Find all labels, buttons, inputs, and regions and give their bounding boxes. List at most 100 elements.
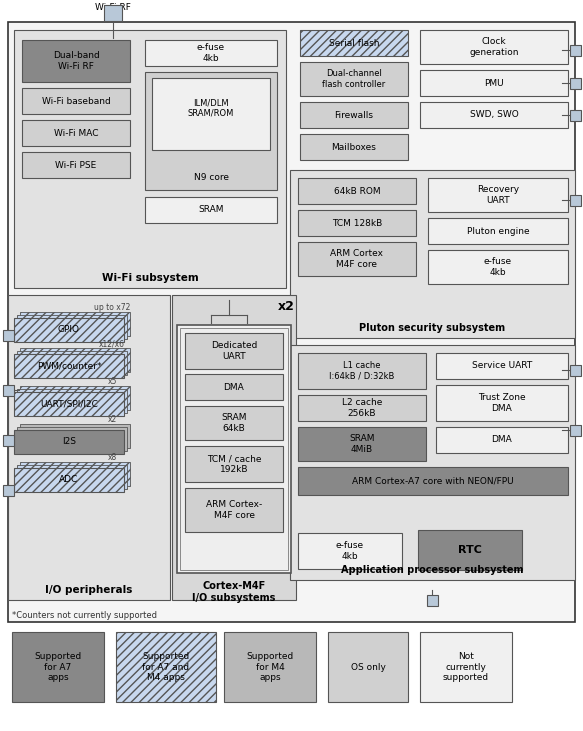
Bar <box>8 295 170 600</box>
Bar <box>20 348 130 372</box>
Text: OS only: OS only <box>350 662 385 672</box>
Text: Pluton security subsystem: Pluton security subsystem <box>360 323 505 333</box>
Text: Recovery
UART: Recovery UART <box>477 185 519 205</box>
Bar <box>298 178 416 204</box>
Bar <box>570 195 581 206</box>
Text: ARM Cortex
M4F core: ARM Cortex M4F core <box>331 249 384 269</box>
Text: *Counters not currently supported: *Counters not currently supported <box>12 612 157 621</box>
Bar <box>3 385 14 396</box>
Text: UART/SPI/I2C: UART/SPI/I2C <box>40 400 98 409</box>
Text: Dedicated
UART: Dedicated UART <box>211 341 257 360</box>
Bar <box>14 30 286 288</box>
Text: Wi-Fi RF: Wi-Fi RF <box>95 3 131 12</box>
Text: Supported
for A7 and
M4 apps: Supported for A7 and M4 apps <box>142 652 189 682</box>
Bar <box>436 385 568 421</box>
Bar <box>185 488 283 532</box>
Text: Service UART: Service UART <box>472 362 532 371</box>
Text: PMU: PMU <box>484 78 504 88</box>
Bar <box>420 102 568 128</box>
Bar <box>185 333 283 369</box>
Text: Clock
generation: Clock generation <box>469 37 519 57</box>
Bar <box>300 62 408 96</box>
Text: SRAM: SRAM <box>198 205 224 214</box>
Bar <box>14 468 124 492</box>
Bar <box>3 330 14 341</box>
Bar <box>298 210 416 236</box>
Text: TCM 128kB: TCM 128kB <box>332 219 382 227</box>
Text: x5: x5 <box>107 377 117 387</box>
Bar <box>298 353 426 389</box>
Bar <box>185 406 283 440</box>
Bar <box>14 354 124 378</box>
Text: SRAM
64kB: SRAM 64kB <box>222 413 247 433</box>
Bar <box>3 485 14 496</box>
Bar <box>300 102 408 128</box>
Bar <box>20 424 130 448</box>
Bar <box>420 30 568 64</box>
Text: x8: x8 <box>107 453 117 463</box>
Text: e-fuse
4kb: e-fuse 4kb <box>336 541 364 561</box>
Text: Not
currently
supported: Not currently supported <box>443 652 489 682</box>
Text: Pluton engine: Pluton engine <box>466 227 529 235</box>
Bar <box>420 70 568 96</box>
Text: SRAM
4MiB: SRAM 4MiB <box>349 434 375 454</box>
Bar <box>300 30 408 56</box>
Text: Firewalls: Firewalls <box>335 110 374 119</box>
Bar <box>22 120 130 146</box>
Bar <box>298 395 426 421</box>
Bar <box>290 170 575 338</box>
Bar <box>17 427 127 451</box>
Bar <box>298 427 426 461</box>
Bar <box>570 110 581 121</box>
Text: x2: x2 <box>278 300 294 314</box>
Text: x2: x2 <box>107 415 117 425</box>
Text: RTC: RTC <box>458 545 482 555</box>
Text: ARM Cortex-
M4F core: ARM Cortex- M4F core <box>206 500 262 520</box>
Text: ADC: ADC <box>59 475 79 485</box>
Bar <box>328 632 408 702</box>
Bar <box>145 40 277 66</box>
Bar <box>17 315 127 339</box>
Bar <box>172 295 296 600</box>
Bar <box>224 632 316 702</box>
Text: N9 core: N9 core <box>194 173 229 183</box>
Bar <box>428 178 568 212</box>
Bar <box>298 242 416 276</box>
Bar <box>418 530 522 570</box>
Bar <box>14 430 124 454</box>
Bar <box>17 465 127 489</box>
Bar <box>436 427 568 453</box>
Text: ILM/DLM
SRAM/ROM: ILM/DLM SRAM/ROM <box>188 98 234 118</box>
Text: Mailboxes: Mailboxes <box>332 143 377 151</box>
Text: Cortex-M4F
I/O subsystems: Cortex-M4F I/O subsystems <box>192 581 276 603</box>
Text: 64kB ROM: 64kB ROM <box>333 186 380 195</box>
Text: ARM Cortex-A7 core with NEON/FPU: ARM Cortex-A7 core with NEON/FPU <box>352 477 514 485</box>
Bar <box>570 45 581 56</box>
Bar <box>8 22 575 622</box>
Text: Wi-Fi baseband: Wi-Fi baseband <box>41 96 110 105</box>
Bar <box>14 318 124 342</box>
Text: Dual-band
Wi-Fi RF: Dual-band Wi-Fi RF <box>52 51 99 71</box>
Bar <box>420 632 512 702</box>
Text: Supported
for M4
apps: Supported for M4 apps <box>247 652 294 682</box>
Text: e-fuse
4kb: e-fuse 4kb <box>197 43 225 63</box>
Text: Wi-Fi PSE: Wi-Fi PSE <box>55 161 97 170</box>
Bar <box>290 345 575 580</box>
Text: Wi-Fi subsystem: Wi-Fi subsystem <box>101 273 198 283</box>
Bar <box>20 312 130 336</box>
Bar <box>177 325 291 573</box>
Bar <box>12 632 104 702</box>
Bar <box>428 218 568 244</box>
Bar <box>17 389 127 413</box>
Text: PWM/counter*: PWM/counter* <box>37 362 101 371</box>
Bar <box>145 72 277 190</box>
Text: up to x72: up to x72 <box>94 303 130 311</box>
Bar <box>300 134 408 160</box>
Bar <box>570 425 581 436</box>
Bar <box>436 353 568 379</box>
Text: TCM / cache
192kB: TCM / cache 192kB <box>207 454 261 474</box>
Text: DMA: DMA <box>491 436 512 444</box>
Bar <box>427 595 438 606</box>
Text: SWD, SWO: SWD, SWO <box>470 110 518 119</box>
Text: L2 cache
256kB: L2 cache 256kB <box>342 398 382 417</box>
